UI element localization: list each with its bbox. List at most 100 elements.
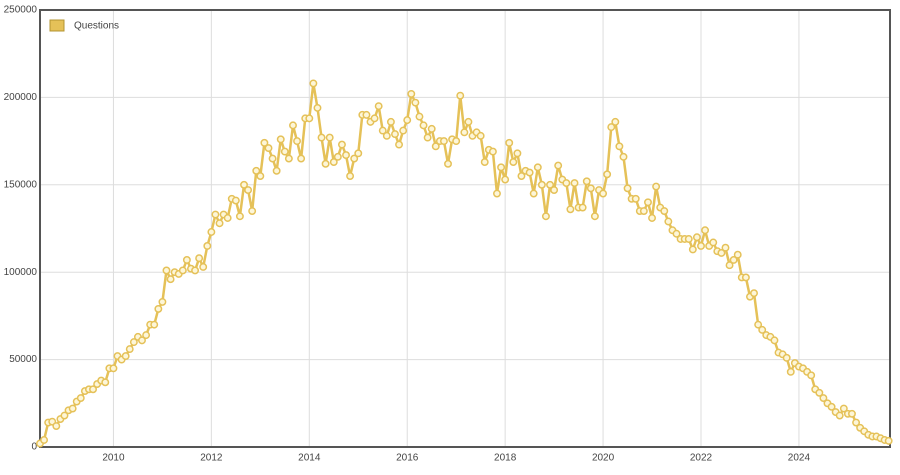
data-point xyxy=(415,112,424,121)
data-point xyxy=(395,140,403,149)
data-point xyxy=(835,411,844,420)
legend-label: Questions xyxy=(74,21,119,32)
data-point xyxy=(607,123,616,132)
data-point xyxy=(464,117,473,126)
x-tick-label: 2024 xyxy=(788,453,811,464)
data-point xyxy=(660,207,669,215)
data-point xyxy=(354,149,363,158)
data-point xyxy=(550,186,559,194)
data-point xyxy=(158,297,167,306)
data-point xyxy=(729,256,738,264)
data-point xyxy=(346,172,355,181)
data-point xyxy=(125,345,134,354)
data-point xyxy=(501,175,510,184)
data-point xyxy=(709,238,718,247)
data-point xyxy=(182,256,191,264)
data-point xyxy=(513,149,522,158)
data-point xyxy=(578,203,587,212)
data-point xyxy=(191,266,200,275)
data-point xyxy=(321,159,330,168)
data-point xyxy=(566,205,575,214)
data-point xyxy=(570,179,579,188)
data-point xyxy=(76,394,85,403)
data-point xyxy=(178,266,187,275)
y-tick-label: 50000 xyxy=(9,354,37,365)
series-line xyxy=(39,82,889,445)
y-tick-label: 150000 xyxy=(4,179,38,190)
data-point xyxy=(782,353,791,362)
data-point xyxy=(244,186,253,194)
data-point xyxy=(721,243,730,252)
data-point xyxy=(541,212,550,221)
data-point xyxy=(439,137,448,146)
data-point xyxy=(423,133,432,142)
data-point xyxy=(754,320,763,329)
data-point xyxy=(248,207,257,215)
data-point xyxy=(350,154,359,163)
data-point xyxy=(199,263,208,271)
data-point xyxy=(305,114,314,123)
data-point xyxy=(652,182,661,191)
data-point xyxy=(460,128,469,137)
data-point xyxy=(284,154,293,163)
data-point xyxy=(317,133,326,142)
data-point xyxy=(529,189,538,198)
data-point xyxy=(493,189,501,198)
data-point xyxy=(399,126,408,135)
data-point xyxy=(68,404,77,413)
data-point xyxy=(268,154,277,163)
data-point xyxy=(644,198,652,207)
x-tick-label: 2018 xyxy=(494,453,517,464)
data-point xyxy=(839,404,848,413)
data-point xyxy=(586,184,595,193)
data-point xyxy=(444,159,452,168)
data-point xyxy=(333,152,342,161)
data-point xyxy=(293,137,302,146)
data-point xyxy=(480,158,489,167)
data-point xyxy=(509,158,518,167)
data-point xyxy=(195,254,204,263)
data-point xyxy=(525,168,534,177)
data-point xyxy=(121,352,130,361)
data-point xyxy=(338,140,346,149)
data-point xyxy=(276,135,285,144)
data-point xyxy=(517,172,526,181)
data-point xyxy=(142,331,151,340)
data-point xyxy=(741,273,750,282)
data-point xyxy=(631,194,640,203)
data-point xyxy=(280,147,289,156)
data-point xyxy=(827,402,836,411)
data-point xyxy=(701,226,710,235)
data-point xyxy=(758,325,767,334)
data-point xyxy=(129,338,138,347)
data-point xyxy=(505,138,514,147)
data-point xyxy=(231,196,240,205)
data-point xyxy=(852,418,861,427)
data-point xyxy=(684,235,693,243)
data-point xyxy=(235,212,244,221)
data-point xyxy=(391,130,399,139)
data-point xyxy=(537,180,546,189)
data-point xyxy=(407,89,416,98)
data-point xyxy=(697,242,705,250)
data-point xyxy=(260,138,269,147)
data-point xyxy=(725,261,734,270)
data-point xyxy=(52,422,61,430)
data-point xyxy=(546,180,554,189)
data-point xyxy=(386,117,395,126)
data-point xyxy=(150,320,159,329)
data-point xyxy=(40,436,49,444)
data-point xyxy=(884,436,893,445)
y-tick-label: 200000 xyxy=(4,92,38,103)
data-point xyxy=(819,394,828,403)
data-point xyxy=(733,250,742,259)
data-point xyxy=(162,266,171,275)
data-point xyxy=(476,131,485,140)
data-point xyxy=(374,102,383,111)
data-point xyxy=(623,184,632,193)
data-point xyxy=(615,142,624,151)
y-tick-label: 0 xyxy=(31,442,37,453)
data-point xyxy=(223,214,232,222)
data-point xyxy=(240,180,248,189)
data-point xyxy=(419,121,428,130)
